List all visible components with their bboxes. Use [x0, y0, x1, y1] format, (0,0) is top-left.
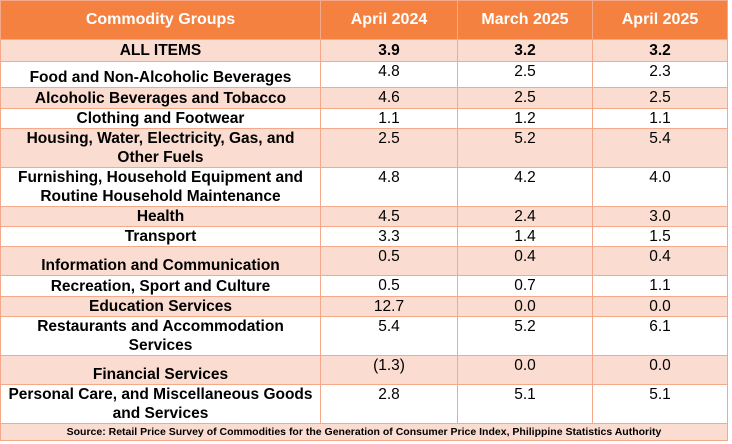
table-row: Financial Services (1.3) 0.0 0.0: [0, 355, 728, 385]
value-cell: 0.5: [320, 275, 458, 297]
table-row: Furnishing, Household Equipment and Rout…: [0, 167, 728, 207]
all-items-row: ALL ITEMS 3.9 3.2 3.2: [0, 39, 728, 62]
value-cell: 5.4: [592, 128, 728, 168]
value-cell: 0.5: [320, 246, 458, 276]
commodity-group-cell: Personal Care, and Miscellaneous Goods a…: [0, 384, 321, 424]
commodity-group-cell: Clothing and Footwear: [0, 108, 321, 129]
commodity-group-cell: Recreation, Sport and Culture: [0, 275, 321, 297]
value-cell: 2.5: [457, 61, 593, 88]
value-cell: 1.1: [592, 275, 728, 297]
value-cell: 4.2: [457, 167, 593, 207]
table-row: Food and Non-Alcoholic Beverages 4.8 2.5 2.…: [0, 61, 728, 88]
commodity-group-cell: Information and Communication: [0, 246, 321, 276]
table-row: Transport 3.3 1.4 1.5: [0, 226, 728, 247]
value-cell: 1.1: [592, 108, 728, 129]
table-row: Restaurants and Accommodation Services 5.…: [0, 316, 728, 356]
commodity-group-cell: Transport: [0, 226, 321, 247]
value-cell: 3.3: [320, 226, 458, 247]
source-note: Source: Retail Price Survey of Commoditi…: [0, 423, 728, 441]
commodity-group-cell: Health: [0, 206, 321, 227]
value-cell: 4.0: [592, 167, 728, 207]
value-cell: 2.5: [457, 87, 593, 109]
header-april-2025: April 2025: [592, 0, 728, 40]
value-cell: 2.3: [592, 61, 728, 88]
commodity-group-cell: Food and Non-Alcoholic Beverages: [0, 61, 321, 88]
value-cell: 4.5: [320, 206, 458, 227]
value-cell: 0.7: [457, 275, 593, 297]
commodity-group-cell: Furnishing, Household Equipment and Rout…: [0, 167, 321, 207]
value-cell: 0.4: [592, 246, 728, 276]
value-cell: 6.1: [592, 316, 728, 356]
commodity-group-cell: ALL ITEMS: [0, 39, 321, 62]
table-row: Health 4.5 2.4 3.0: [0, 206, 728, 227]
table-row: Personal Care, and Miscellaneous Goods a…: [0, 384, 728, 424]
value-cell: 3.2: [592, 39, 728, 62]
table-row: Housing, Water, Electricity, Gas, and Ot…: [0, 128, 728, 168]
table-row: Alcoholic Beverages and Tobacco 4.6 2.5 2.5: [0, 87, 728, 109]
table-row: Clothing and Footwear 1.1 1.2 1.1: [0, 108, 728, 129]
value-cell: 5.2: [457, 128, 593, 168]
commodity-group-cell: Education Services: [0, 296, 321, 317]
value-cell: 1.5: [592, 226, 728, 247]
value-cell: 2.4: [457, 206, 593, 227]
value-cell: 0.4: [457, 246, 593, 276]
value-cell: 0.0: [592, 355, 728, 385]
table-row: Recreation, Sport and Culture 0.5 0.7 1.1: [0, 275, 728, 297]
value-cell: 3.0: [592, 206, 728, 227]
value-cell: 0.0: [457, 355, 593, 385]
value-cell: 5.1: [457, 384, 593, 424]
value-cell: 5.4: [320, 316, 458, 356]
value-cell: 1.2: [457, 108, 593, 129]
value-cell: 4.8: [320, 167, 458, 207]
header-commodity-groups: Commodity Groups: [0, 0, 321, 40]
value-cell: 3.2: [457, 39, 593, 62]
value-cell: (1.3): [320, 355, 458, 385]
value-cell: 1.1: [320, 108, 458, 129]
value-cell: 3.9: [320, 39, 458, 62]
source-row: Source: Retail Price Survey of Commoditi…: [0, 423, 728, 441]
value-cell: 4.8: [320, 61, 458, 88]
commodity-group-cell: Housing, Water, Electricity, Gas, and Ot…: [0, 128, 321, 168]
commodity-group-cell: Financial Services: [0, 355, 321, 385]
header-row: Commodity Groups April 2024 March 2025 A…: [0, 0, 728, 40]
table-body: ALL ITEMS 3.9 3.2 3.2 Food and Non-Alcoholic…: [0, 39, 728, 441]
value-cell: 0.0: [457, 296, 593, 317]
value-cell: 12.7: [320, 296, 458, 317]
value-cell: 2.5: [592, 87, 728, 109]
header-march-2025: March 2025: [457, 0, 593, 40]
value-cell: 2.5: [320, 128, 458, 168]
value-cell: 2.8: [320, 384, 458, 424]
table-row: Information and Communication 0.5 0.4 0.4: [0, 246, 728, 276]
header-april-2024: April 2024: [320, 0, 458, 40]
table-row: Education Services 12.7 0.0 0.0: [0, 296, 728, 317]
value-cell: 0.0: [592, 296, 728, 317]
value-cell: 1.4: [457, 226, 593, 247]
value-cell: 4.6: [320, 87, 458, 109]
value-cell: 5.1: [592, 384, 728, 424]
value-cell: 5.2: [457, 316, 593, 356]
commodity-group-cell: Alcoholic Beverages and Tobacco: [0, 87, 321, 109]
commodity-group-cell: Restaurants and Accommodation Services: [0, 316, 321, 356]
